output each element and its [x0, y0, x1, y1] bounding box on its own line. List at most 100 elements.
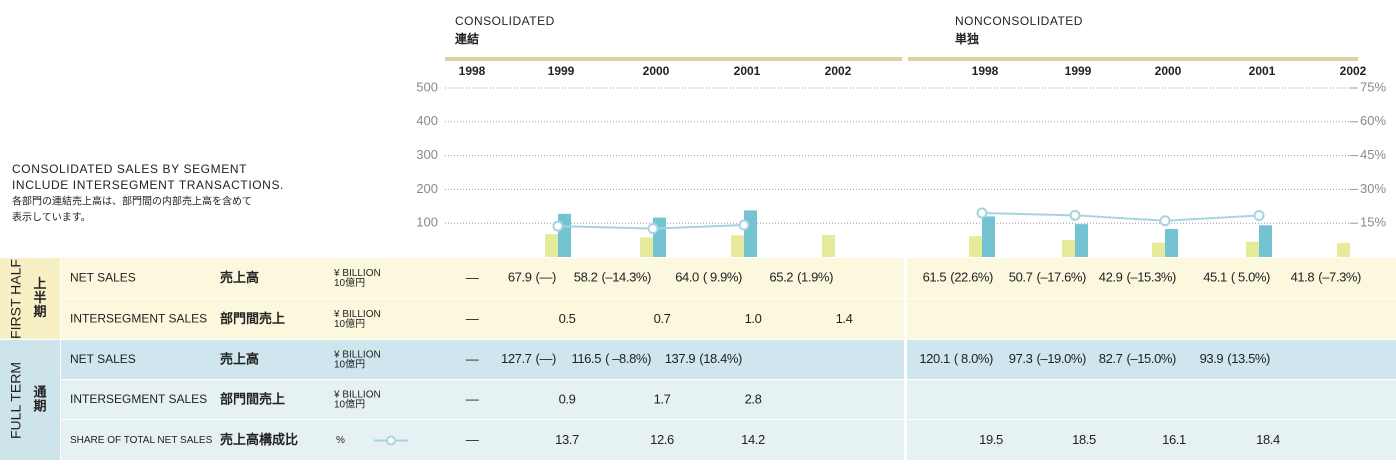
row-band	[61, 299, 1396, 339]
value-label: 64.0	[675, 270, 699, 285]
x-tick-label: 2000	[1155, 64, 1182, 78]
value-cell: 41.8 (–7.3%)	[1291, 270, 1361, 285]
bar	[545, 234, 558, 257]
value-cell: 61.5 (22.6%)	[923, 270, 993, 285]
row-name-ja: 売上高	[220, 351, 259, 366]
bar	[1152, 242, 1165, 257]
change-label: (22.6%)	[950, 270, 993, 285]
value-cell: 58.2 (–14.3%)	[574, 270, 651, 285]
row-unit-ja: 10億円	[334, 317, 365, 330]
value-label: 12.6	[650, 432, 674, 447]
change-label: (–19.0%)	[1036, 351, 1086, 366]
bar	[558, 213, 571, 257]
value-label: 41.8	[1291, 270, 1315, 285]
value-label: —	[466, 270, 479, 285]
x-tick-label: 1998	[972, 64, 999, 78]
legend-icon-point	[386, 435, 396, 446]
value-cell: 65.2 (1.9%)	[769, 270, 833, 285]
value-label: 97.3	[1009, 351, 1033, 366]
change-label: ( 8.0%)	[954, 351, 993, 366]
y-tick-label: 200	[416, 181, 438, 196]
row-unit: ¥ BILLION	[333, 350, 381, 361]
change-label: (1.9%)	[797, 270, 833, 285]
bar	[1259, 225, 1272, 257]
change-label: ( 5.0%)	[1231, 270, 1270, 285]
y2-tick-label: 60%	[1360, 113, 1386, 128]
value-label: 120.1	[919, 351, 950, 366]
y-tick-label: 500	[416, 79, 438, 94]
change-label: (–15.0%)	[1126, 351, 1176, 366]
x-tick-label: 1998	[459, 64, 486, 78]
bar	[731, 235, 744, 257]
x-tick-label: 2000	[643, 64, 670, 78]
row-divider	[904, 258, 907, 299]
note: 表示しています。	[12, 211, 91, 224]
value-label: 19.5	[979, 432, 1003, 447]
value-label: 1.0	[745, 311, 762, 326]
row-divider	[904, 299, 907, 340]
bar	[640, 237, 653, 257]
y2-tick-label: 15%	[1360, 215, 1386, 230]
row-name-ja: 売上高	[220, 270, 259, 285]
value-label: 1.7	[654, 391, 671, 406]
row-name-ja: 部門間売上	[220, 391, 285, 406]
value-label: 93.9	[1200, 351, 1224, 366]
group-band	[0, 340, 60, 460]
value-cell: 50.7 (–17.6%)	[1009, 270, 1086, 285]
row-divider	[904, 340, 907, 380]
x-tick-label: 2002	[825, 64, 852, 78]
value-cell: 116.5 ( –8.8%)	[571, 351, 651, 366]
row-band	[61, 258, 1396, 298]
change-label: (–17.6%)	[1036, 270, 1086, 285]
row-name: NET SALES	[70, 271, 136, 285]
change-label: (–15.3%)	[1126, 270, 1176, 285]
value-label: —	[466, 391, 479, 406]
value-label: 61.5	[923, 270, 947, 285]
value-label: 16.1	[1162, 432, 1186, 447]
row-unit: ¥ BILLION	[333, 309, 381, 320]
panel-title: CONSOLIDATED	[455, 14, 555, 28]
line-point	[976, 207, 988, 219]
y-tick-label: 300	[416, 147, 438, 162]
panel-title-ja: 単独	[955, 31, 979, 46]
value-label: 127.7	[501, 351, 532, 366]
group-band	[0, 258, 60, 339]
value-cell: 93.9 (13.5%)	[1200, 351, 1270, 366]
value-label: 65.2	[769, 270, 793, 285]
row-unit-ja: 10億円	[334, 358, 365, 371]
line-point	[1253, 210, 1265, 222]
panel-rule	[445, 57, 902, 61]
row-unit: %	[336, 435, 345, 446]
group-label: FULL TERM	[8, 362, 24, 439]
value-label: 50.7	[1009, 270, 1033, 285]
row-name: NET SALES	[70, 352, 136, 366]
value-cell: 120.1 ( 8.0%)	[919, 351, 993, 366]
line-point	[647, 223, 659, 235]
row-name: INTERSEGMENT SALES	[70, 312, 207, 326]
line-point	[738, 219, 750, 231]
change-label: (—)	[536, 270, 557, 285]
bar	[1246, 241, 1259, 257]
value-cell: 137.9 (18.4%)	[665, 351, 742, 366]
value-label: 116.5	[571, 351, 601, 366]
row-name-ja: 部門間売上	[220, 311, 285, 326]
group-label-ja: 上半期	[33, 276, 46, 319]
bar	[822, 234, 835, 257]
panel-rule	[908, 57, 1358, 61]
value-label: —	[466, 432, 479, 447]
y-tick-label: 400	[416, 113, 438, 128]
value-label: 18.4	[1256, 432, 1280, 447]
value-label: 82.7	[1099, 351, 1123, 366]
row-band	[61, 340, 1396, 379]
bar	[744, 210, 757, 257]
value-cell: 67.9 (—)	[508, 270, 556, 285]
value-label: 45.1	[1203, 270, 1227, 285]
value-label: 67.9	[508, 270, 532, 285]
row-name: SHARE OF TOTAL NET SALES	[70, 435, 213, 446]
line-point	[1159, 215, 1171, 227]
line-point	[552, 220, 564, 232]
line-point	[1069, 209, 1081, 221]
value-label: 2.8	[745, 391, 762, 406]
change-label: ( –8.8%)	[605, 351, 651, 366]
